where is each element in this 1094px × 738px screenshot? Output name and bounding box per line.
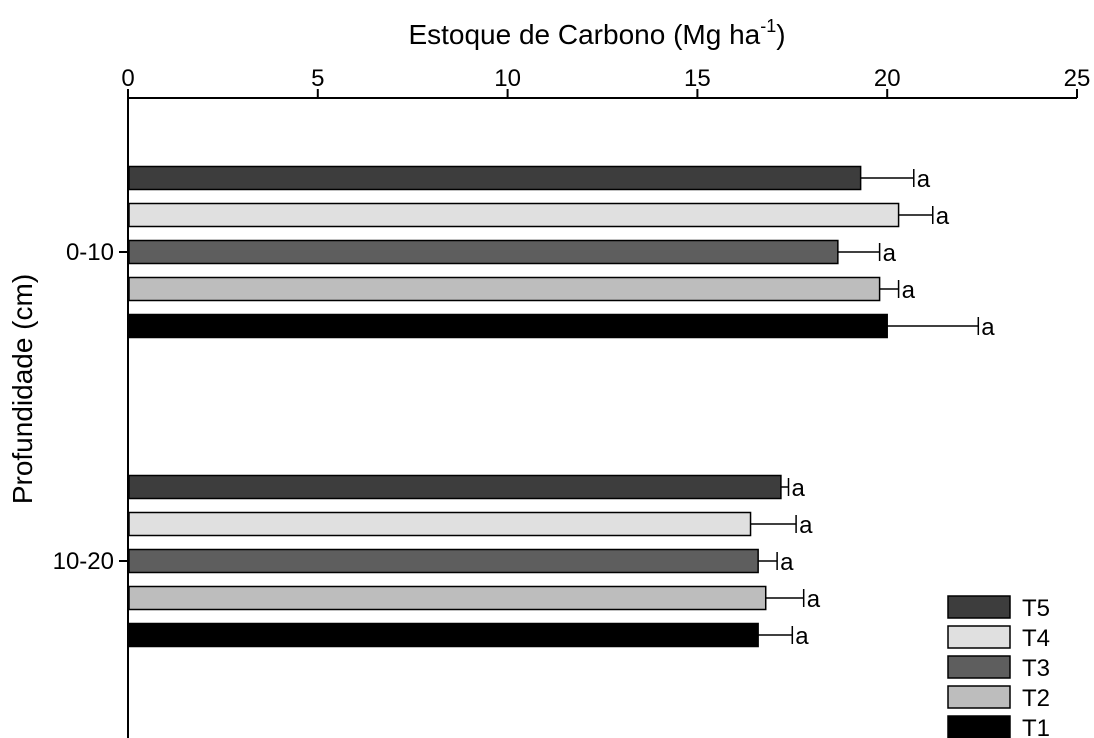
significance-label: a [936, 203, 950, 230]
significance-label: a [799, 512, 813, 539]
legend-swatch [947, 715, 1011, 738]
legend: T5 T4 T3 T2 T1 [947, 595, 1050, 738]
bar [128, 165, 862, 191]
significance-label: a [807, 586, 821, 613]
bar [128, 276, 881, 302]
legend-label: T2 [1022, 685, 1050, 712]
significance-label: a [795, 623, 809, 650]
bar [128, 548, 759, 574]
x-axis-title: Estoque de Carbono (Mg ha-1) [408, 16, 785, 50]
legend-label: T5 [1022, 595, 1050, 622]
legend-label: T3 [1022, 655, 1050, 682]
y-axis-title: Profundidade (cm) [7, 274, 38, 504]
significance-label: a [902, 277, 916, 304]
bar [128, 585, 767, 611]
bar [128, 622, 759, 648]
x-tick-label: 20 [874, 65, 901, 92]
bar [128, 474, 782, 500]
legend-swatch [947, 655, 1011, 679]
bar [128, 202, 900, 228]
significance-label: a [883, 240, 897, 267]
bar [128, 313, 888, 339]
bar [128, 511, 752, 537]
x-tick-label: 10 [494, 65, 521, 92]
significance-label: a [917, 166, 931, 193]
legend-label: T4 [1022, 625, 1050, 652]
legend-label: T1 [1022, 715, 1050, 738]
y-tick-label: 0-10 [66, 239, 114, 266]
legend-swatch [947, 685, 1011, 709]
bar [128, 239, 839, 265]
y-tick-label: 10-20 [53, 548, 114, 575]
significance-label: a [792, 475, 806, 502]
legend-swatch [947, 595, 1011, 619]
significance-label: a [981, 314, 995, 341]
x-tick-label: 15 [684, 65, 711, 92]
significance-label: a [780, 549, 794, 576]
x-tick-label: 5 [311, 65, 324, 92]
legend-swatch [947, 625, 1011, 649]
x-tick-label: 25 [1064, 65, 1091, 92]
x-tick-label: 0 [121, 65, 134, 92]
